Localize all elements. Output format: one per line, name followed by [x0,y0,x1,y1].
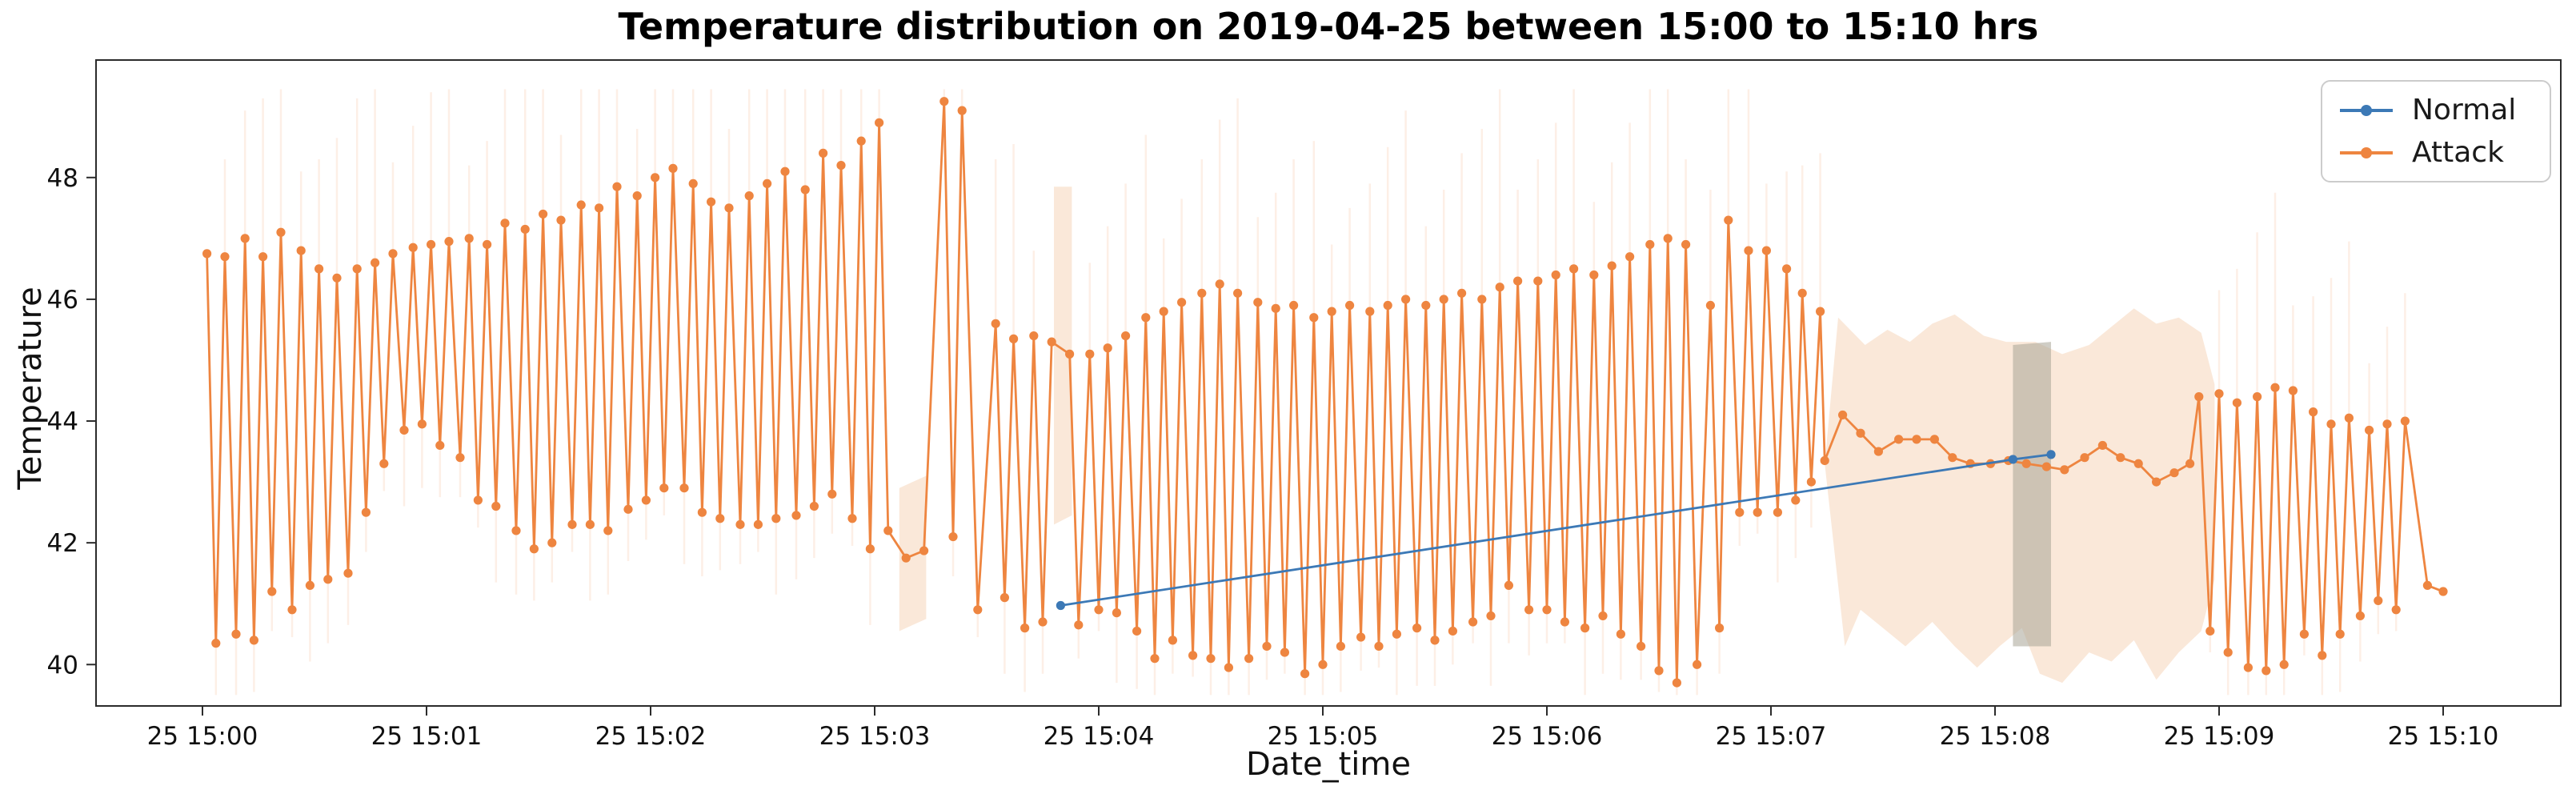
legend-label-normal: Normal [2412,94,2517,126]
attack-ci-strip-a [899,475,927,632]
legend-label-attack: Attack [2412,136,2504,170]
legend-item-attack: Attack [2338,135,2530,170]
y-tick-label: 44 [47,407,78,436]
x-tick-label: 25 15:05 [1268,722,1379,751]
x-tick-label: 25 15:00 [147,722,258,751]
attack-ci-strip-b [1054,186,1072,525]
x-tick-label: 25 15:09 [2164,722,2275,751]
series-normal [1056,450,2056,611]
normal-attack-overlap-band [2013,342,2051,647]
chart-title: Temperature distribution on 2019-04-25 b… [618,5,2039,48]
y-tick-label: 40 [47,651,78,680]
axis-ticks [86,176,2444,716]
attack-line-swatch-icon [2340,146,2393,158]
attack-ci-streaks [214,89,2406,696]
y-tick-label: 42 [47,529,78,558]
x-tick-label: 25 15:10 [2388,722,2499,751]
x-tick-label: 25 15:04 [1044,722,1155,751]
y-axis-label: Temperature [12,287,49,490]
y-tick-label: 46 [47,286,78,315]
x-tick-label: 25 15:06 [1492,722,1603,751]
tick-labels: 25 15:00 25 15:01 25 15:02 25 15:03 25 15:04… [47,164,2499,751]
x-tick-label: 25 15:08 [1940,722,2051,751]
series-attack [202,97,2448,688]
x-axis-label: Date_time [1246,746,1411,783]
x-tick-label: 25 15:07 [1716,722,1827,751]
normal-line-swatch-icon [2340,104,2393,116]
y-tick-label: 48 [47,164,78,193]
legend: Normal Attack [2321,80,2551,183]
legend-item-normal: Normal [2338,93,2530,127]
x-tick-label: 25 15:02 [595,722,707,751]
x-tick-label: 25 15:03 [819,722,931,751]
x-tick-label: 25 15:01 [371,722,483,751]
plot-border [95,59,2562,707]
